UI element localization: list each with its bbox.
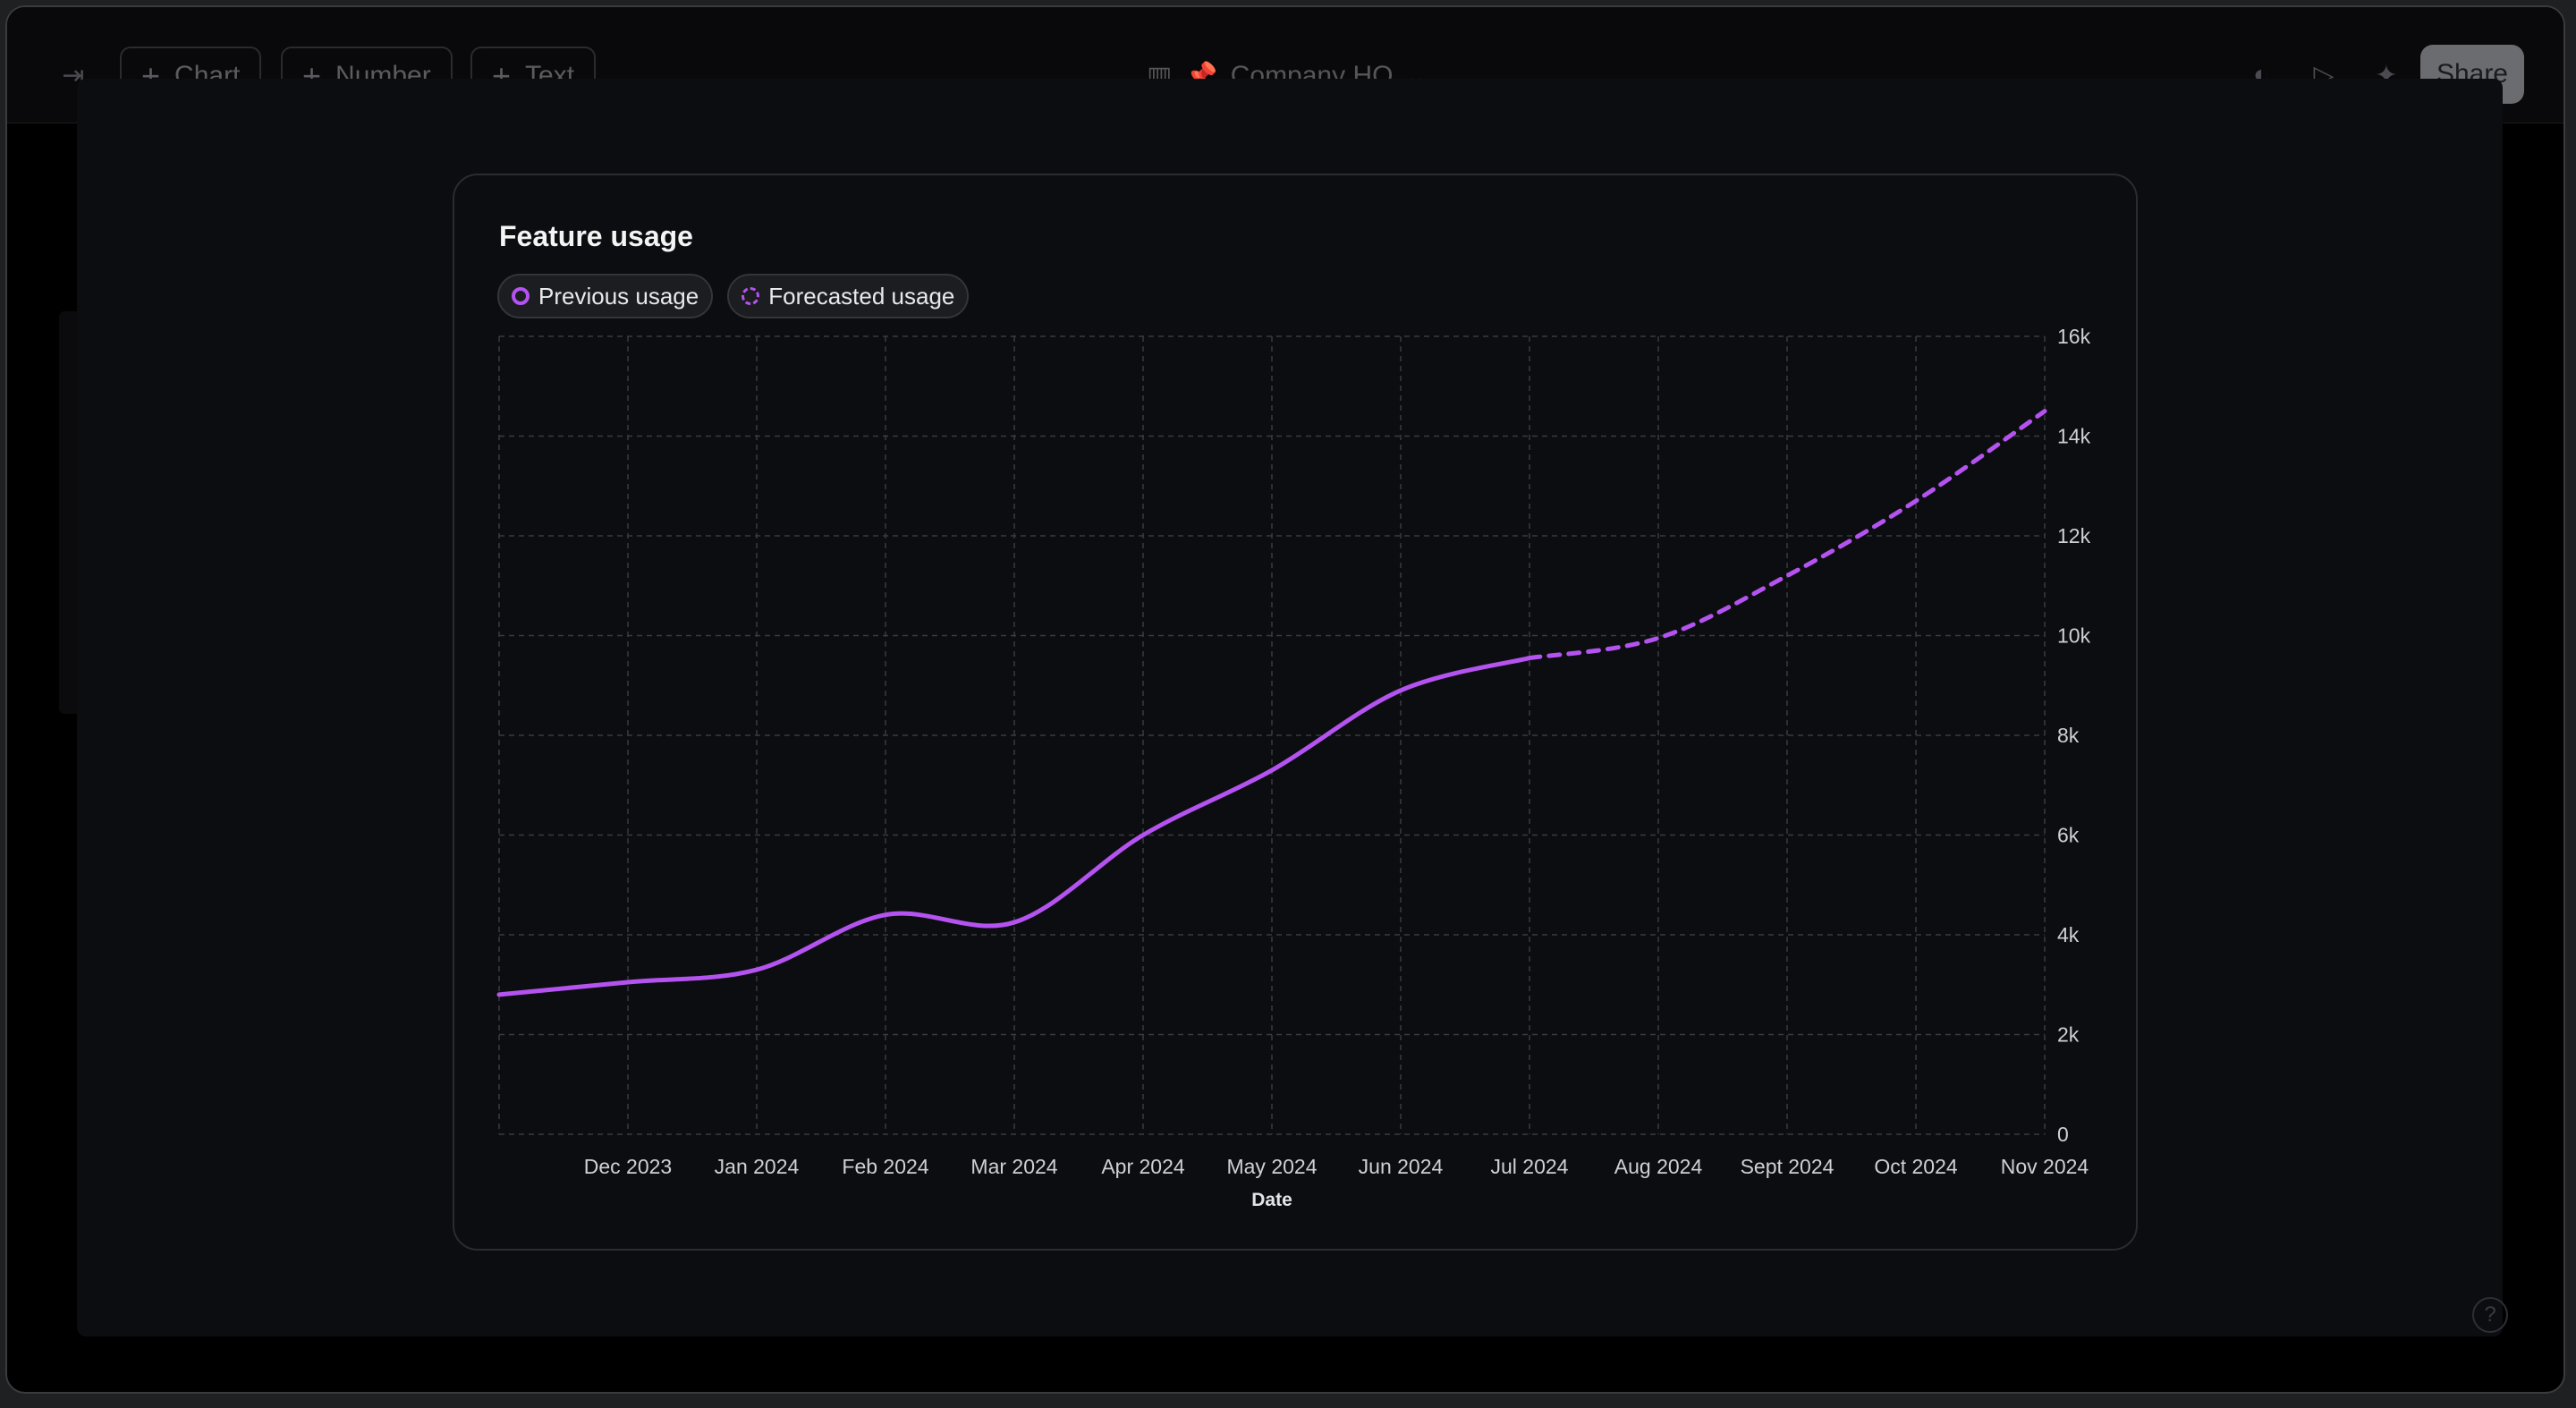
background-panel xyxy=(59,311,77,714)
y-tick-label: 8k xyxy=(2057,724,2080,747)
legend-item-previous-usage[interactable]: Previous usage xyxy=(497,274,714,318)
x-tick-label: Nov 2024 xyxy=(2001,1155,2089,1178)
x-tick-label: Jun 2024 xyxy=(1359,1155,1444,1178)
y-tick-label: 10k xyxy=(2057,624,2091,648)
y-tick-label: 16k xyxy=(2057,325,2091,348)
x-tick-label: Oct 2024 xyxy=(1874,1155,1958,1178)
y-tick-label: 6k xyxy=(2057,824,2080,847)
previous-usage-line xyxy=(496,656,1532,997)
x-tick-label: Feb 2024 xyxy=(842,1155,928,1178)
x-axis-title: Date xyxy=(1251,1190,1292,1210)
legend-label: Previous usage xyxy=(538,282,699,310)
forecasted-usage-line xyxy=(1527,409,2047,661)
x-tick-label: Sept 2024 xyxy=(1741,1155,1835,1178)
y-tick-label: 0 xyxy=(2057,1123,2069,1146)
solid-series-swatch-icon xyxy=(512,287,530,305)
y-tick-label: 2k xyxy=(2057,1023,2080,1047)
legend-label: Forecasted usage xyxy=(768,282,955,310)
chart-legend: Previous usage Forecasted usage xyxy=(497,274,970,318)
x-tick-label: Jul 2024 xyxy=(1491,1155,1569,1178)
y-tick-label: 4k xyxy=(2057,923,2080,946)
x-tick-label: Apr 2024 xyxy=(1101,1155,1185,1178)
chart-title: Feature usage xyxy=(499,220,693,252)
x-tick-label: Jan 2024 xyxy=(715,1155,800,1178)
x-tick-label: Dec 2023 xyxy=(584,1155,672,1178)
y-tick-label: 14k xyxy=(2057,425,2091,448)
dashed-series-swatch-icon xyxy=(741,287,760,305)
x-tick-label: Aug 2024 xyxy=(1614,1155,1703,1178)
help-icon[interactable]: ? xyxy=(2472,1297,2508,1333)
line-chart: 0 2k 4k 6k 8k 10k 12k 14k 16k Dec 2023 Jan 2024 Feb… xyxy=(496,325,2091,1210)
x-tick-label: May 2024 xyxy=(1226,1155,1317,1178)
y-tick-label: 12k xyxy=(2057,524,2091,547)
legend-item-forecasted-usage[interactable]: Forecasted usage xyxy=(727,274,970,318)
app-window: ⇥ + Chart + Number + Text ▥ 📌 Company HQ… xyxy=(5,5,2565,1394)
x-tick-label: Mar 2024 xyxy=(970,1155,1057,1178)
chart-modal-overlay: Feature usage Previous usage Forecasted … xyxy=(77,79,2503,1336)
chart-card: Feature usage Previous usage Forecasted … xyxy=(453,174,2138,1251)
